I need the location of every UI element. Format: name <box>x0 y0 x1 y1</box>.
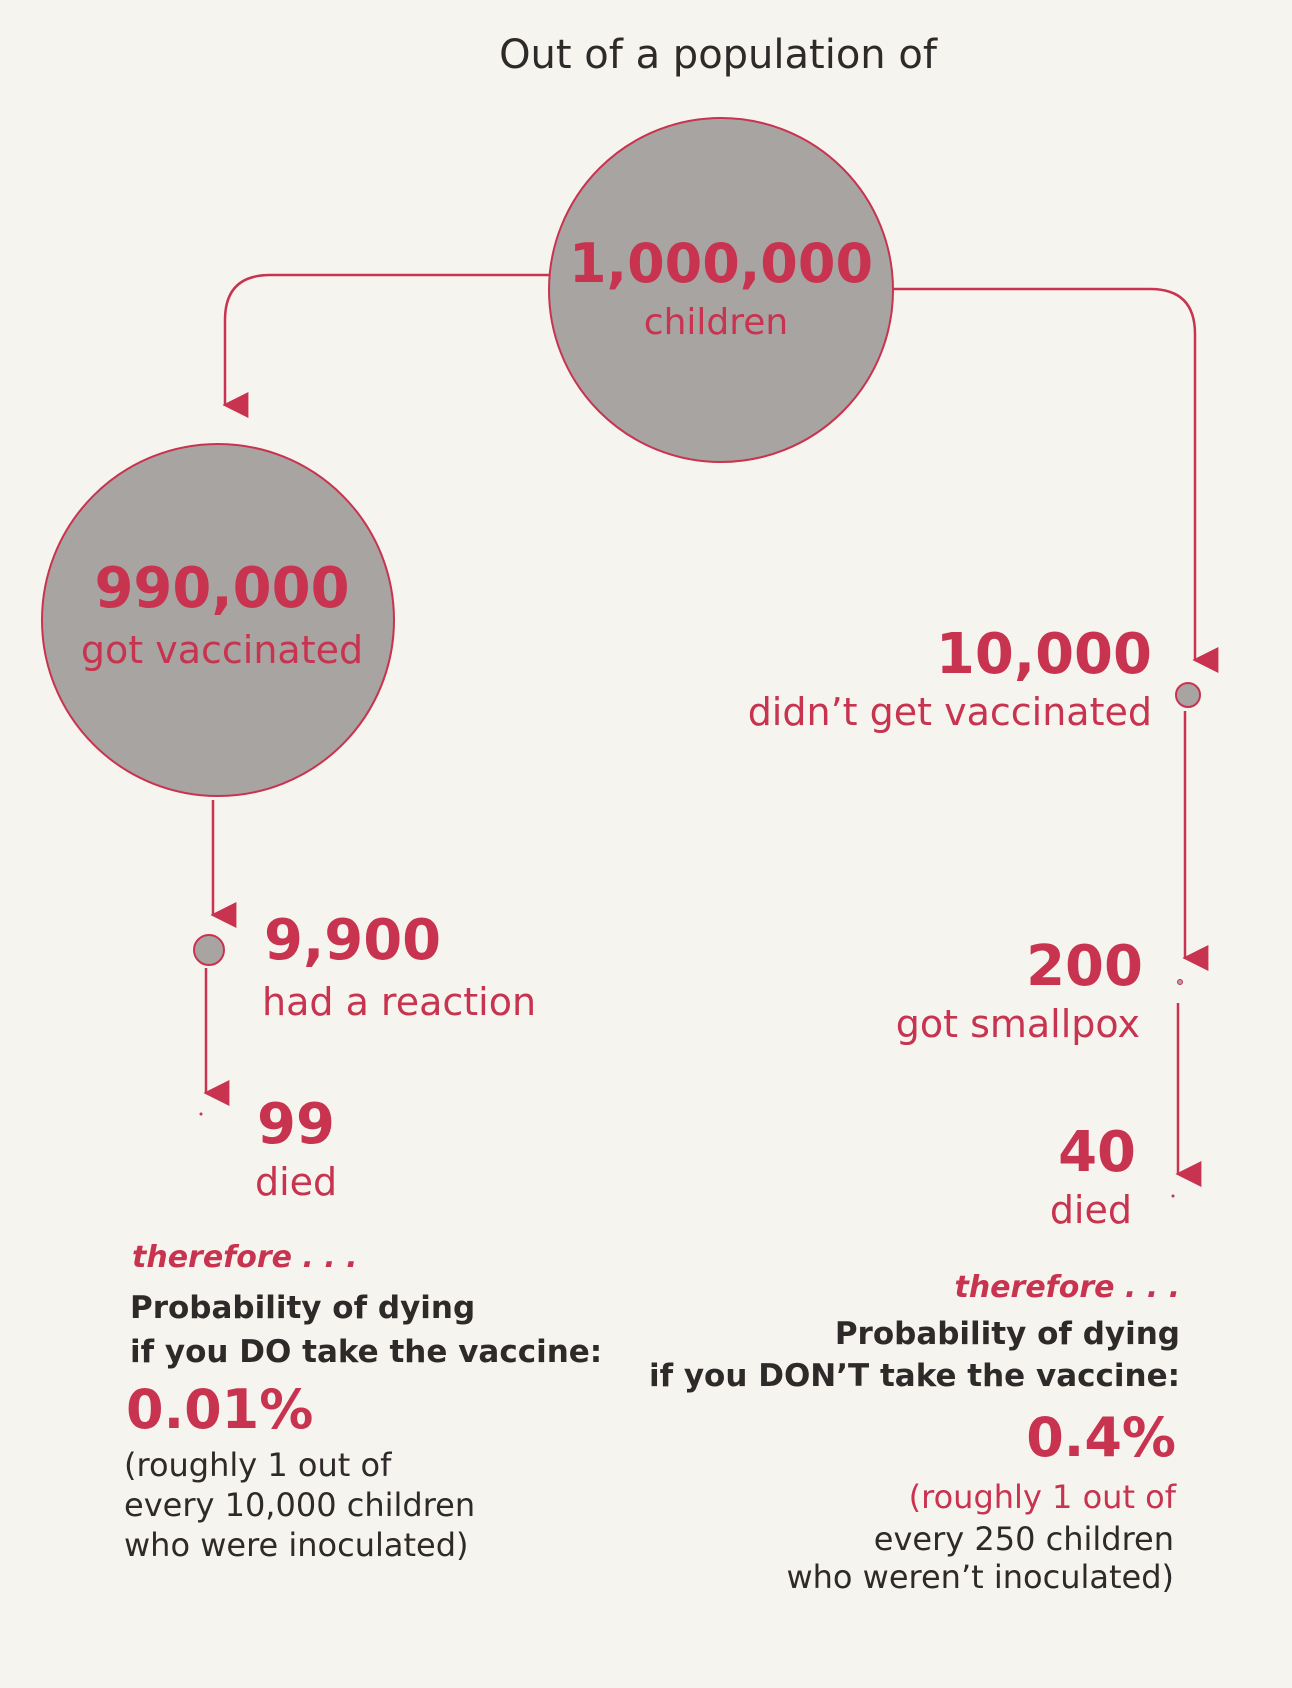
left-prob-line2: if you DO take the vaccine: <box>130 1334 603 1370</box>
vaccinated-count: 990,000 <box>94 556 350 621</box>
diagram-header: Out of a population of <box>499 32 937 78</box>
vaccinated-label: got vaccinated <box>80 628 364 672</box>
reaction-dot <box>193 934 225 966</box>
left-prob-line1: Probability of dying <box>130 1290 476 1326</box>
reaction-label: had a reaction <box>262 980 537 1024</box>
arrow-to-unvaccinated <box>893 287 1219 673</box>
died-unvacc-count: 40 <box>1058 1120 1136 1185</box>
died-unvacc-label: died <box>1049 1188 1132 1232</box>
right-prob-line2: if you DON’T take the vaccine: <box>648 1358 1180 1394</box>
died-vacc-label: died <box>255 1160 338 1204</box>
total-label: children <box>643 302 789 343</box>
died-vacc-dot <box>199 1112 203 1116</box>
reaction-count: 9,900 <box>264 908 442 973</box>
right-note-line3: who weren’t inoculated) <box>786 1558 1174 1596</box>
vaccinated-circle <box>41 443 395 797</box>
left-note-line1: (roughly 1 out of <box>124 1446 392 1484</box>
smallpox-count: 200 <box>1026 934 1143 999</box>
unvaccinated-label: didn’t get vaccinated <box>747 690 1152 734</box>
left-note-line3: who were inoculated) <box>124 1526 469 1564</box>
right-prob-line1: Probability of dying <box>834 1316 1180 1352</box>
left-therefore: therefore . . . <box>132 1240 358 1275</box>
right-note-line1: (roughly 1 out of <box>908 1478 1176 1516</box>
left-percent: 0.01% <box>126 1378 314 1441</box>
arrow-to-vaccinated <box>222 273 549 418</box>
smallpox-label: got smallpox <box>895 1002 1140 1046</box>
left-note-line2: every 10,000 children <box>124 1486 476 1524</box>
died-unvacc-dot <box>1171 1194 1175 1198</box>
right-therefore: therefore . . . <box>954 1270 1180 1305</box>
right-percent: 0.4% <box>1026 1406 1176 1469</box>
unvaccinated-dot <box>1175 682 1201 708</box>
smallpox-dot <box>1177 979 1183 985</box>
unvaccinated-count: 10,000 <box>935 622 1152 687</box>
died-vacc-count: 99 <box>257 1092 335 1157</box>
total-count: 1,000,000 <box>568 232 874 295</box>
right-note-line2: every 250 children <box>873 1520 1174 1558</box>
